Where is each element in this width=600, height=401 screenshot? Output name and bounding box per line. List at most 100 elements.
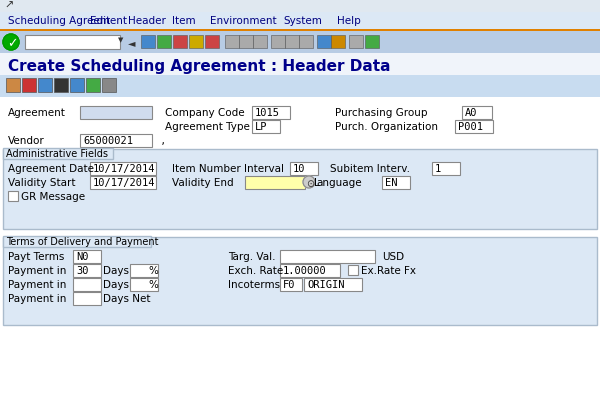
Text: Agreement Date: Agreement Date: [8, 164, 94, 174]
Bar: [86, 79, 100, 93]
Text: Payment in: Payment in: [8, 293, 67, 303]
Text: Create Scheduling Agreement : Header Data: Create Scheduling Agreement : Header Dat…: [8, 59, 391, 74]
Bar: [348, 265, 358, 275]
Text: %: %: [148, 279, 158, 289]
Text: Edit: Edit: [90, 16, 110, 26]
Bar: [205, 36, 219, 49]
Bar: [0, 0, 600, 13]
Text: System: System: [283, 16, 322, 26]
Text: Agreement: Agreement: [8, 108, 66, 118]
Bar: [0, 30, 600, 32]
Bar: [6, 79, 20, 93]
Text: Payment in: Payment in: [8, 265, 67, 275]
Bar: [189, 36, 203, 49]
Text: Item Number Interval: Item Number Interval: [172, 164, 284, 174]
Text: Validity End: Validity End: [172, 178, 233, 188]
Text: Incoterms: Incoterms: [228, 279, 280, 289]
Bar: [253, 36, 267, 49]
Bar: [317, 36, 331, 49]
Text: P001: P001: [458, 122, 483, 132]
Bar: [365, 36, 379, 49]
Text: %: %: [148, 265, 158, 275]
Text: Environment: Environment: [210, 16, 277, 26]
Bar: [299, 36, 313, 49]
Bar: [280, 264, 340, 277]
Text: Validity Start: Validity Start: [8, 178, 76, 188]
Bar: [102, 79, 116, 93]
Text: 10/17/2014: 10/17/2014: [93, 164, 155, 174]
Bar: [90, 176, 156, 190]
Circle shape: [303, 176, 315, 188]
Text: ▼: ▼: [118, 37, 124, 43]
Text: Terms of Delivery and Payment: Terms of Delivery and Payment: [6, 237, 158, 246]
Bar: [0, 32, 600, 54]
Bar: [0, 98, 600, 401]
Text: Payment in: Payment in: [8, 279, 67, 289]
Bar: [331, 36, 345, 49]
Text: Days: Days: [103, 265, 129, 275]
Text: Exch. Rate: Exch. Rate: [228, 265, 283, 275]
Bar: [25, 36, 120, 50]
Text: ◄: ◄: [128, 38, 136, 48]
Text: Company Code: Company Code: [165, 108, 245, 118]
Bar: [130, 264, 158, 277]
Text: ,: ,: [155, 136, 165, 146]
Bar: [173, 36, 187, 49]
Bar: [80, 107, 152, 120]
Bar: [73, 278, 101, 291]
Text: Item: Item: [172, 16, 196, 26]
Bar: [280, 250, 375, 263]
Text: Subitem Interv.: Subitem Interv.: [330, 164, 410, 174]
Bar: [432, 162, 460, 176]
Bar: [290, 162, 318, 176]
Bar: [157, 36, 171, 49]
Text: 30: 30: [76, 265, 89, 275]
Bar: [455, 121, 493, 134]
Text: Ex.Rate Fx: Ex.Rate Fx: [361, 265, 416, 275]
Bar: [80, 135, 152, 148]
Bar: [141, 36, 155, 49]
Bar: [0, 54, 600, 76]
Text: 10/17/2014: 10/17/2014: [93, 178, 155, 188]
Bar: [225, 36, 239, 49]
Bar: [252, 121, 280, 134]
Bar: [54, 79, 68, 93]
Text: Targ. Val.: Targ. Val.: [228, 251, 275, 261]
Text: L: L: [314, 178, 320, 188]
Text: anguage: anguage: [316, 178, 362, 188]
Bar: [70, 79, 84, 93]
Text: Administrative Fields: Administrative Fields: [6, 149, 108, 159]
Text: Days: Days: [103, 279, 129, 289]
Text: ✓: ✓: [7, 37, 17, 50]
Bar: [130, 278, 158, 291]
Bar: [3, 150, 597, 229]
Bar: [3, 237, 597, 325]
Text: Help: Help: [337, 16, 361, 26]
Bar: [0, 76, 600, 98]
Bar: [3, 149, 113, 160]
Text: 1015: 1015: [255, 108, 280, 118]
Text: N0: N0: [76, 251, 89, 261]
Text: Scheduling Agreement: Scheduling Agreement: [8, 16, 127, 26]
Text: A0: A0: [465, 108, 478, 118]
Bar: [462, 107, 492, 120]
Text: 65000021: 65000021: [83, 136, 133, 146]
Text: Header: Header: [128, 16, 166, 26]
Text: Vendor: Vendor: [8, 136, 45, 146]
Text: Payt Terms: Payt Terms: [8, 251, 64, 261]
Text: ORIGIN: ORIGIN: [307, 279, 344, 289]
Text: 1: 1: [435, 164, 441, 174]
Bar: [349, 36, 363, 49]
Text: 1.00000: 1.00000: [283, 265, 327, 275]
Bar: [245, 176, 305, 190]
Text: ⊙: ⊙: [306, 178, 314, 188]
Text: Agreement Type: Agreement Type: [165, 122, 250, 132]
Text: Purch. Organization: Purch. Organization: [335, 122, 438, 132]
Circle shape: [3, 35, 19, 51]
Bar: [38, 79, 52, 93]
Text: Purchasing Group: Purchasing Group: [335, 108, 427, 118]
Bar: [0, 13, 600, 30]
Text: F0: F0: [283, 279, 296, 289]
Bar: [73, 264, 101, 277]
Bar: [280, 278, 302, 291]
